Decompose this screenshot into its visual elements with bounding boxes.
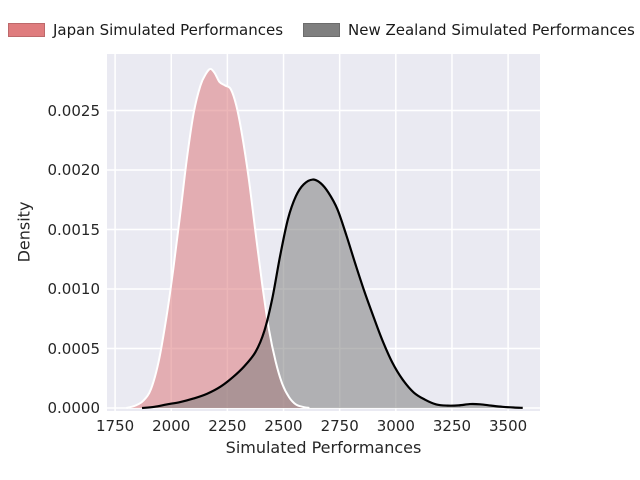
new-zealand-legend-label: New Zealand Simulated Performances [348, 21, 635, 39]
x-tick-3250: 3250 [432, 417, 472, 435]
x-tick-2500: 2500 [264, 417, 303, 435]
x-tick-2750: 2750 [320, 417, 359, 435]
x-tick-3500: 3500 [489, 417, 528, 435]
y-tick-0.0010: 0.0010 [47, 280, 101, 298]
new-zealand-legend-swatch [303, 23, 340, 37]
legend-item-japan: Japan Simulated Performances [8, 21, 284, 39]
x-axis-label: Simulated Performances [225, 438, 422, 457]
y-tick-0.0015: 0.0015 [47, 220, 101, 239]
japan-kde-area [126, 68, 310, 409]
x-tick-2250: 2250 [208, 417, 247, 435]
nz-kde-area [142, 179, 523, 408]
y-tick-0.0000: 0.0000 [47, 399, 101, 417]
legend-item-new-zealand: New Zealand Simulated Performances [303, 21, 635, 39]
japan-kde-line [126, 67, 310, 409]
nz-kde-line [141, 178, 523, 410]
x-tick-3000: 3000 [376, 417, 415, 435]
x-tick-2000: 2000 [152, 417, 191, 435]
y-tick-0.0020: 0.0020 [47, 161, 101, 180]
y-tick-0.0005: 0.0005 [47, 339, 101, 358]
y-tick-0.0025: 0.0025 [47, 101, 101, 120]
x-tick-1750: 1750 [95, 417, 135, 435]
japan-legend-swatch [8, 23, 45, 37]
y-axis-label: Density [14, 201, 34, 263]
japan-legend-label: Japan Simulated Performances [53, 21, 284, 39]
